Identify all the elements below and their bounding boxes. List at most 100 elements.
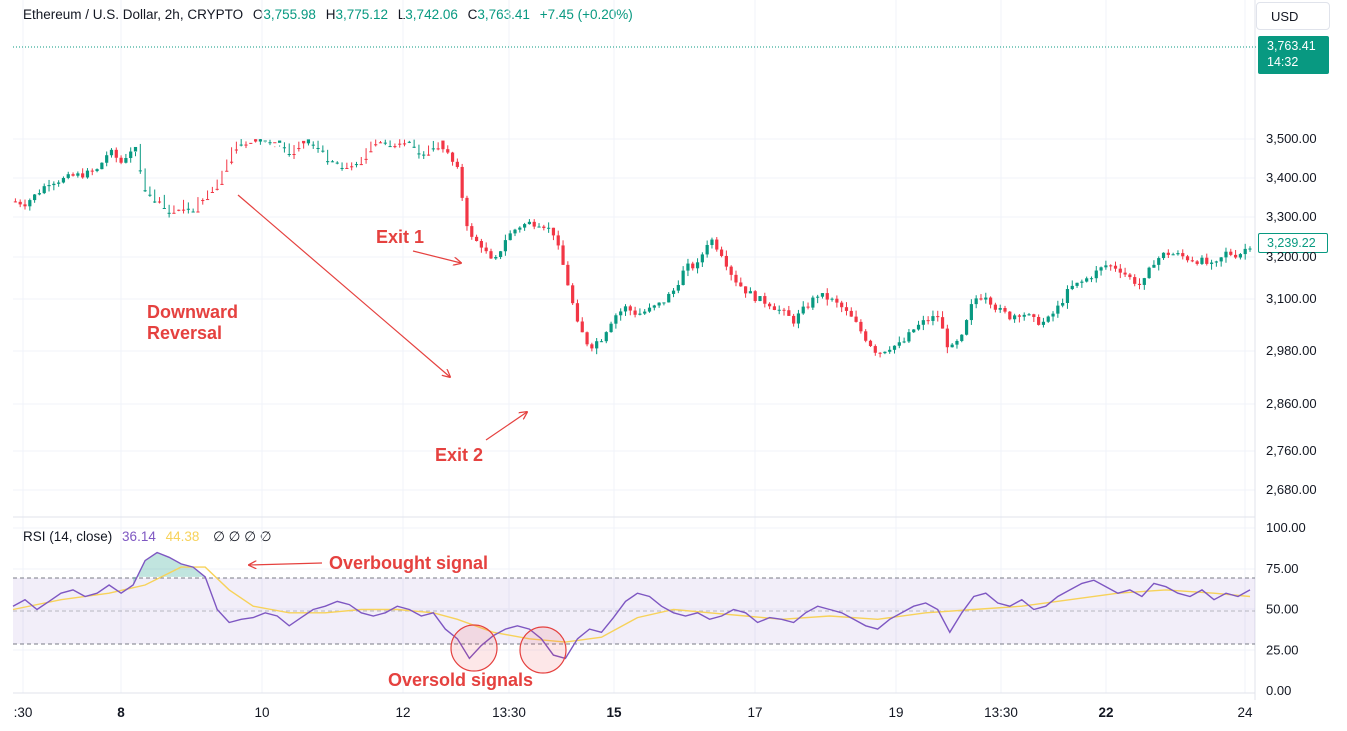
rsi-band bbox=[13, 578, 1255, 644]
candle-body bbox=[1205, 257, 1209, 264]
candle-body bbox=[1051, 313, 1055, 317]
low-label: L bbox=[397, 7, 406, 22]
candle-body bbox=[1113, 265, 1118, 269]
exit-1-arrow bbox=[412, 250, 461, 263]
candle-body bbox=[1133, 277, 1137, 284]
candle-body bbox=[431, 148, 435, 150]
time-axis-label: 12 bbox=[395, 705, 410, 720]
candle-body bbox=[321, 150, 325, 152]
symbol-title[interactable]: Ethereum / U.S. Dollar, 2h, CRYPTO bbox=[23, 7, 244, 22]
candle-body bbox=[1152, 264, 1156, 268]
candle-body bbox=[748, 291, 752, 294]
candle-body bbox=[253, 139, 258, 142]
candle-body bbox=[1017, 315, 1022, 317]
candle-body bbox=[537, 226, 541, 228]
rsi-ma-line bbox=[12, 566, 1251, 643]
candle-body bbox=[768, 303, 772, 307]
candle-body bbox=[532, 221, 536, 227]
candle-body bbox=[1214, 261, 1218, 263]
candle-body bbox=[76, 173, 80, 176]
price-axis[interactable]: 3,500.003,400.003,300.003,200.003,100.00… bbox=[1266, 131, 1317, 497]
candle-body bbox=[316, 147, 320, 149]
candle-body bbox=[229, 161, 234, 163]
candle-body bbox=[734, 274, 738, 283]
candle-body bbox=[604, 332, 608, 342]
rsi-axis-label: 50.00 bbox=[1266, 602, 1299, 617]
candle-body bbox=[840, 302, 844, 308]
annotation-overbought: Overbought signal bbox=[329, 553, 488, 573]
candle-body bbox=[849, 310, 853, 317]
candle-body bbox=[1109, 265, 1113, 267]
candle-body bbox=[18, 201, 22, 205]
candle-body bbox=[494, 257, 498, 259]
candle-body bbox=[13, 201, 18, 203]
candle-body bbox=[1185, 256, 1190, 261]
rsi-legend[interactable]: RSI (14, close) 36.14 44.38 ∅ ∅ ∅ ∅ bbox=[23, 529, 271, 545]
candle-body bbox=[306, 139, 311, 144]
candle-body bbox=[1219, 257, 1223, 262]
candle-body bbox=[191, 211, 195, 213]
candle-body bbox=[729, 266, 733, 275]
candle-body bbox=[263, 140, 267, 142]
candle-body bbox=[633, 310, 637, 315]
candle-body bbox=[273, 142, 277, 144]
candle-body bbox=[1137, 283, 1142, 285]
candle-body bbox=[787, 310, 791, 316]
rsi-value: 36.14 bbox=[122, 529, 156, 544]
candle-body bbox=[820, 293, 825, 297]
candle-body bbox=[1027, 314, 1031, 316]
candle-body bbox=[782, 309, 786, 311]
candle-body bbox=[61, 177, 66, 183]
candle-body bbox=[1094, 270, 1098, 279]
price-axis-label: 3,500.00 bbox=[1266, 131, 1317, 146]
candle-body bbox=[1181, 253, 1185, 257]
candlestick-series bbox=[13, 139, 1252, 358]
open-label: O bbox=[252, 7, 264, 22]
candle-body bbox=[23, 204, 27, 207]
candle-body bbox=[868, 340, 873, 347]
candle-body bbox=[878, 352, 882, 354]
candle-body bbox=[42, 186, 46, 194]
candle-body bbox=[470, 226, 474, 237]
candle-body bbox=[1089, 278, 1094, 280]
candle-body bbox=[109, 149, 114, 156]
candle-body bbox=[873, 346, 877, 353]
candle-body bbox=[297, 148, 301, 150]
candle-body bbox=[599, 341, 604, 343]
candle-body bbox=[153, 201, 157, 203]
candle-body bbox=[201, 200, 205, 202]
candle-body bbox=[628, 306, 632, 311]
candle-body bbox=[1229, 251, 1233, 255]
candle-body bbox=[278, 140, 282, 143]
candle-body bbox=[335, 162, 339, 164]
candle-body bbox=[657, 302, 661, 306]
candle-body bbox=[1243, 248, 1247, 255]
candle-body bbox=[239, 144, 243, 146]
rsi-overbought-fill bbox=[133, 552, 206, 585]
candle-body bbox=[907, 332, 911, 342]
candle-body bbox=[566, 264, 570, 286]
candle-body bbox=[936, 316, 940, 318]
annotation-exit-1: Exit 1 bbox=[376, 227, 424, 247]
chart-header: Ethereum / U.S. Dollar, 2h, CRYPTO O3,75… bbox=[23, 7, 633, 22]
candle-body bbox=[436, 148, 440, 150]
time-axis[interactable]: :30 8 10 12 13:30 15 17 19 13:30 22 24 bbox=[14, 705, 1253, 720]
rsi-indicator-name[interactable]: RSI (14, close) bbox=[23, 529, 113, 544]
overbought-arrow bbox=[249, 563, 323, 565]
price-axis-label: 2,680.00 bbox=[1266, 482, 1317, 497]
candle-body bbox=[623, 306, 628, 312]
candle-body bbox=[1166, 252, 1170, 255]
candle-body bbox=[33, 194, 37, 201]
candle-body bbox=[571, 285, 575, 304]
candle-body bbox=[811, 297, 815, 308]
change-value: +7.45 (+0.20%) bbox=[539, 7, 633, 22]
candle-body bbox=[234, 149, 238, 151]
currency-selector[interactable]: USD bbox=[1256, 2, 1330, 30]
rsi-ma-value: 44.38 bbox=[165, 529, 200, 544]
candle-body bbox=[926, 320, 930, 322]
rsi-axis[interactable]: 100.00 75.00 50.00 25.00 0.00 bbox=[1266, 520, 1306, 698]
candle-body bbox=[407, 141, 411, 143]
candle-body bbox=[225, 170, 229, 172]
candle-body bbox=[474, 236, 479, 242]
